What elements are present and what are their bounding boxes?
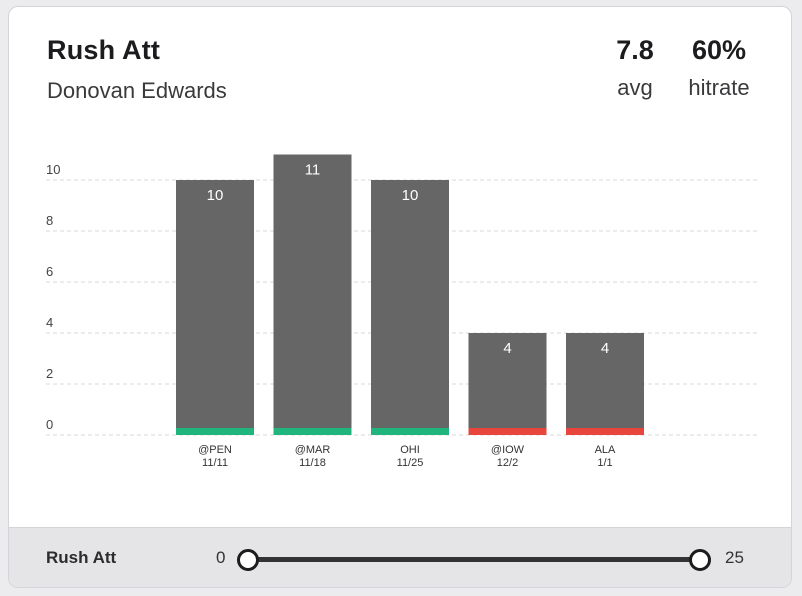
bar-data-label: 4 (503, 340, 511, 357)
hitrate-stat: 60% hitrate (677, 35, 761, 101)
bar (273, 154, 352, 435)
y-tick-label: 6 (46, 264, 53, 279)
filter-label: Rush Att (46, 548, 117, 567)
x-category-label: @PEN (198, 444, 232, 456)
bar-hit-indicator (273, 428, 352, 435)
range-max-handle[interactable] (689, 549, 711, 571)
player-name: Donovan Edwards (47, 78, 227, 103)
x-date-label: 11/25 (397, 457, 424, 469)
bar (566, 333, 644, 435)
avg-stat: 7.8 avg (605, 35, 665, 101)
x-date-label: 11/11 (202, 457, 228, 469)
x-category-label: OHI (400, 444, 420, 456)
bar-data-label: 11 (305, 162, 321, 179)
x-category-label: ALA (595, 444, 616, 456)
y-tick-label: 0 (46, 417, 53, 432)
range-slider-track[interactable] (247, 557, 699, 562)
range-min-label: 0 (216, 548, 226, 567)
y-tick-label: 8 (46, 213, 53, 228)
stat-title: Rush Att (47, 35, 161, 65)
hitrate-value: 60% (691, 35, 747, 65)
y-tick-label: 2 (46, 366, 53, 381)
x-date-label: 11/18 (299, 457, 326, 469)
bar-data-label: 4 (601, 340, 609, 357)
bar (176, 180, 254, 435)
y-tick-label: 4 (46, 315, 53, 330)
x-category-label: @MAR (295, 444, 331, 456)
bar-data-label: 10 (207, 187, 224, 204)
range-max-label: 25 (725, 548, 744, 567)
bar (371, 180, 449, 435)
x-date-label: 12/2 (497, 457, 518, 469)
avg-label: avg (617, 75, 653, 100)
range-min-handle[interactable] (237, 549, 259, 571)
y-tick-label: 10 (46, 162, 60, 177)
prop-card: Rush Att Donovan Edwards 7.8 avg 60% hit… (8, 6, 792, 588)
bar-miss-indicator (468, 428, 547, 435)
hitrate-label: hitrate (688, 75, 750, 100)
bar-hit-indicator (176, 428, 254, 435)
avg-value: 7.8 (616, 35, 654, 65)
bar (468, 333, 547, 435)
bar-hit-indicator (371, 428, 449, 435)
x-category-label: @IOW (491, 444, 525, 456)
filter-bar: Rush Att 0 25 (9, 527, 791, 587)
bar-miss-indicator (566, 428, 644, 435)
bar-data-label: 10 (402, 187, 419, 204)
x-date-label: 1/1 (597, 457, 612, 469)
